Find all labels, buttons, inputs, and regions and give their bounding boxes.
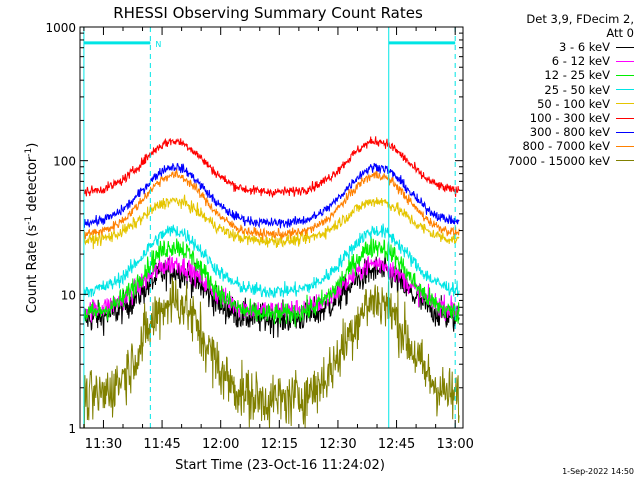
legend-label: 12 - 25 keV <box>544 68 610 83</box>
x-tick-label-4: 12:30 <box>319 437 356 452</box>
legend-label: 50 - 100 keV <box>537 96 610 111</box>
legend-label: 100 - 300 keV <box>529 111 610 126</box>
legend-swatch <box>616 46 634 48</box>
y-tick-label-2: 100 <box>53 155 76 169</box>
legend-swatch <box>616 145 634 147</box>
legend: Det 3,9, FDecim 2, Att 0 3 - 6 keV 6 - 12… <box>468 12 634 168</box>
legend-label: 3 - 6 keV <box>559 40 610 55</box>
legend-entry: 3 - 6 keV <box>468 40 634 54</box>
series-line-5 <box>83 136 460 198</box>
x-axis-label: Start Time (23-Oct-16 11:24:02) <box>175 458 385 473</box>
night-annotation: N <box>155 40 161 49</box>
legend-entry: 100 - 300 keV <box>468 111 634 125</box>
series-line-6 <box>83 162 460 229</box>
x-tick-label-2: 12:00 <box>202 437 239 452</box>
x-tick-label-1: 11:45 <box>143 437 180 452</box>
y-axis-label: Count Rate (s-1 detector-1) <box>24 143 40 314</box>
legend-swatch <box>616 103 634 105</box>
chart-title: RHESSI Observing Summary Count Rates <box>113 4 423 22</box>
legend-entry: 12 - 25 keV <box>468 68 634 82</box>
legend-swatch <box>616 117 634 119</box>
x-tick-label-6: 13:00 <box>436 437 473 452</box>
legend-swatch <box>616 74 634 76</box>
plot-area: N <box>83 27 460 428</box>
plot-clipped <box>83 136 460 428</box>
axes: 1 10 100 1000 11:30 11:45 12:00 12:15 12:30 12:45… <box>45 21 473 452</box>
legend-label: 300 - 800 keV <box>529 125 610 140</box>
x-tick-label-5: 12:45 <box>378 437 415 452</box>
legend-label: 7000 - 15000 keV <box>507 153 610 168</box>
legend-entry: 25 - 50 keV <box>468 83 634 97</box>
legend-swatch <box>616 89 634 91</box>
legend-header-line1: Det 3,9, FDecim 2, <box>526 12 634 26</box>
legend-entry: 7000 - 15000 keV <box>468 154 634 168</box>
legend-entry: 300 - 800 keV <box>468 125 634 139</box>
series-line-3 <box>83 223 460 299</box>
series-line-2 <box>83 236 460 327</box>
legend-swatch <box>616 131 634 133</box>
legend-entry: 50 - 100 keV <box>468 97 634 111</box>
legend-swatch <box>616 60 634 62</box>
series-line-4 <box>83 194 460 250</box>
legend-entry: 800 - 7000 keV <box>468 139 634 153</box>
x-tick-label-3: 12:15 <box>261 437 298 452</box>
plot-frame <box>79 26 464 429</box>
legend-label: 25 - 50 keV <box>544 82 610 97</box>
y-tick-label-0: 1 <box>68 422 76 436</box>
y-tick-label-1: 10 <box>61 288 76 302</box>
x-tick-label-0: 11:30 <box>85 437 122 452</box>
legend-swatch <box>616 160 634 162</box>
series-line-8 <box>83 277 460 428</box>
legend-entries: 3 - 6 keV 6 - 12 keV 12 - 25 keV 25 - 50 ke… <box>468 40 634 168</box>
y-tick-label-3: 1000 <box>45 21 76 35</box>
legend-label: 6 - 12 keV <box>551 54 610 69</box>
series-line-7 <box>83 168 460 241</box>
legend-entry: 6 - 12 keV <box>468 54 634 68</box>
legend-label: 800 - 7000 keV <box>522 139 610 154</box>
legend-header-line2: Att 0 <box>606 26 634 40</box>
generation-timestamp: 1-Sep-2022 14:50 <box>562 467 634 476</box>
